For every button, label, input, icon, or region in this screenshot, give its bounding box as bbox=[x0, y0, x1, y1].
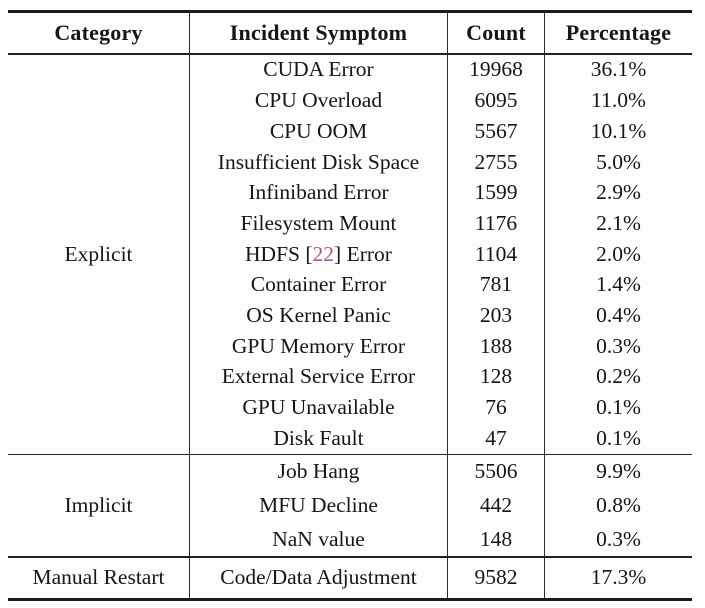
count-cell: 2755 bbox=[448, 146, 545, 178]
count-cell: 203 bbox=[448, 300, 545, 331]
symptom-cell: Infiniband Error bbox=[190, 177, 448, 209]
count-cell: 148 bbox=[448, 522, 545, 557]
bottom-rule bbox=[8, 597, 692, 601]
symptom-cell: GPU Memory Error bbox=[190, 330, 448, 362]
symptom-cell: GPU Unavailable bbox=[190, 392, 448, 423]
symptom-text-post: ] Error bbox=[334, 241, 392, 266]
symptom-cell: Job Hang bbox=[190, 455, 448, 489]
percentage-cell: 11.0% bbox=[591, 88, 646, 113]
count-cell: 1599 bbox=[448, 177, 545, 209]
count-cell: 5506 bbox=[448, 455, 545, 489]
count-cell: 5567 bbox=[448, 115, 545, 147]
symptom-cell-hdfs: HDFS [22] Error bbox=[190, 238, 448, 270]
count-cell: 47 bbox=[448, 422, 545, 454]
symptom-cell: NaN value bbox=[190, 522, 448, 557]
symptom-cell: CPU OOM bbox=[190, 115, 448, 147]
symptom-cell: Code/Data Adjustment bbox=[190, 557, 448, 598]
percentage-cell: 0.1% bbox=[596, 395, 641, 419]
header-rule bbox=[8, 53, 692, 55]
citation-link[interactable]: 22 bbox=[312, 241, 335, 266]
count-cell: 1104 bbox=[448, 238, 545, 270]
group-manual-restart: Manual Restart Code/Data Adjustment 9582… bbox=[8, 557, 692, 598]
percentage-cell: 5.0% bbox=[596, 149, 641, 174]
symptom-cell: External Service Error bbox=[190, 361, 448, 393]
percentage-cell: 1.4% bbox=[596, 272, 641, 297]
header-incident-symptom: Incident Symptom bbox=[190, 13, 448, 53]
symptom-text-pre: HDFS [ bbox=[245, 241, 313, 266]
count-cell: 781 bbox=[448, 269, 545, 301]
category-cell-implicit: Implicit bbox=[8, 455, 190, 557]
count-cell: 19968 bbox=[448, 54, 545, 86]
percentage-cell: 17.3% bbox=[590, 565, 647, 590]
symptom-cell: Container Error bbox=[190, 269, 448, 301]
group-separator-rule bbox=[8, 453, 692, 456]
count-cell: 128 bbox=[448, 361, 545, 393]
symptom-cell: MFU Decline bbox=[190, 488, 448, 523]
group-separator-rule bbox=[8, 556, 692, 558]
symptom-cell: Insufficient Disk Space bbox=[190, 146, 448, 178]
count-cell: 76 bbox=[448, 392, 545, 423]
percentage-cell: 0.8% bbox=[596, 493, 641, 518]
header-count: Count bbox=[448, 13, 545, 53]
count-cell: 1176 bbox=[448, 208, 545, 239]
symptom-cell: CPU Overload bbox=[190, 85, 448, 116]
percentage-cell: 36.1% bbox=[590, 57, 647, 82]
incident-symptom-table: Category Incident Symptom Count Percenta… bbox=[8, 10, 692, 601]
percentage-cell: 0.4% bbox=[596, 302, 641, 327]
count-cell: 6095 bbox=[448, 85, 545, 116]
percentage-cell: 0.3% bbox=[596, 526, 641, 551]
symptom-cell: CUDA Error bbox=[190, 54, 448, 86]
group-implicit: Implicit Job Hang 5506 9.9% MFU Decline … bbox=[8, 455, 692, 557]
count-cell: 442 bbox=[448, 488, 545, 523]
header-percentage: Percentage bbox=[565, 20, 672, 45]
group-explicit: Explicit CUDA Error 19968 36.1% CPU Over… bbox=[8, 54, 692, 454]
percentage-cell: 0.2% bbox=[596, 364, 641, 389]
percentage-cell: 2.0% bbox=[596, 241, 641, 266]
symptom-cell: Filesystem Mount bbox=[190, 208, 448, 239]
percentage-cell: 0.3% bbox=[596, 333, 641, 358]
category-cell-manual-restart: Manual Restart bbox=[8, 557, 190, 598]
symptom-cell: Disk Fault bbox=[190, 422, 448, 454]
percentage-cell: 0.1% bbox=[596, 425, 641, 450]
symptom-cell: OS Kernel Panic bbox=[190, 300, 448, 331]
top-rule bbox=[8, 10, 692, 13]
percentage-cell: 10.1% bbox=[590, 118, 647, 143]
percentage-cell: 9.9% bbox=[596, 459, 641, 484]
count-cell: 188 bbox=[448, 330, 545, 362]
percentage-cell: 2.1% bbox=[596, 210, 641, 235]
header-category: Category bbox=[8, 13, 190, 53]
table-header-row: Category Incident Symptom Count Percenta… bbox=[8, 13, 692, 53]
percentage-cell: 2.9% bbox=[596, 180, 641, 205]
category-cell-explicit: Explicit bbox=[8, 54, 190, 454]
count-cell: 9582 bbox=[448, 557, 545, 598]
